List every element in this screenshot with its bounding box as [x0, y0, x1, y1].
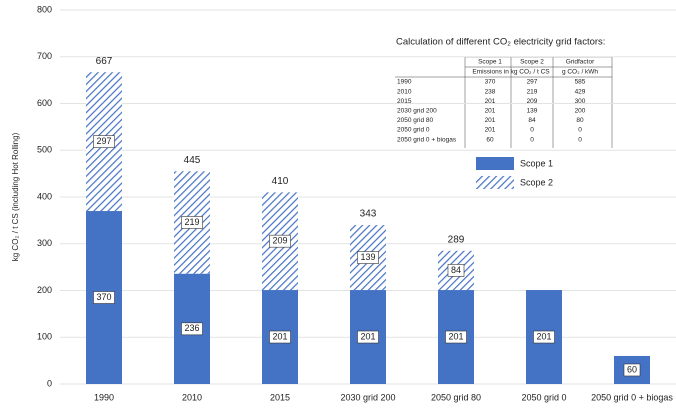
- table-title: Calculation of different CO₂ electricity…: [396, 37, 605, 48]
- value-label-box: [357, 330, 379, 344]
- value-label: 370: [96, 292, 111, 302]
- table-cell: 60: [486, 136, 494, 143]
- total-label: 410: [272, 176, 289, 187]
- inset-table: Calculation of different CO₂ electricity…: [395, 37, 613, 148]
- value-label: 297: [96, 136, 111, 146]
- table-cell: 0: [530, 136, 534, 143]
- total-label: 289: [448, 234, 465, 245]
- table-unit: Emissions in kg CO₂ / t CS: [472, 69, 550, 76]
- table-cell: 297: [527, 79, 538, 86]
- table-cell: 201: [485, 108, 496, 115]
- x-tick-label: 2010: [182, 392, 202, 402]
- table-cell: 0: [578, 136, 582, 143]
- y-tick-label: 400: [37, 191, 52, 201]
- value-label: 139: [360, 252, 375, 262]
- table-cell: 2050 grid 0: [397, 127, 430, 134]
- legend-swatch: [476, 157, 514, 170]
- value-label-box: [269, 234, 291, 248]
- table-cell: 84: [528, 117, 536, 124]
- total-label: 445: [184, 155, 201, 166]
- y-tick-label: 700: [37, 51, 52, 61]
- y-tick-label: 300: [37, 238, 52, 248]
- table-cell: 238: [485, 88, 496, 95]
- table-cell: 0: [578, 127, 582, 134]
- value-label-box: [93, 135, 115, 148]
- table-unit: g CO₂ / kWh: [562, 69, 598, 76]
- value-label-box: [447, 264, 465, 277]
- value-label: 201: [536, 331, 551, 341]
- table-cell: 201: [485, 98, 496, 105]
- table-cell: 2030 grid 200: [397, 108, 437, 115]
- table-cell: 2015: [397, 98, 412, 105]
- table-cell: 2050 grid 0 + biogas: [397, 136, 457, 143]
- value-label-box: [181, 216, 203, 229]
- y-axis-label: kg CO₂ / t CS (including Hot Rolling): [11, 132, 20, 261]
- y-tick-label: 200: [37, 285, 52, 295]
- legend-swatch: [476, 176, 514, 189]
- table-cell: 300: [575, 98, 586, 105]
- table-cell: 201: [485, 127, 496, 134]
- value-label-box: [93, 291, 115, 304]
- y-tick-label: 800: [37, 4, 52, 14]
- table-cell: 219: [527, 88, 538, 95]
- table-cell: 0: [530, 127, 534, 134]
- table-cell: 209: [527, 98, 538, 105]
- table-cell: 429: [575, 88, 586, 95]
- table-cell: 2010: [397, 88, 412, 95]
- value-label: 201: [448, 331, 463, 341]
- value-label: 201: [360, 331, 375, 341]
- total-label: 667: [96, 56, 113, 67]
- table-header: Scope 2: [520, 59, 544, 66]
- table-cell: 201: [485, 117, 496, 124]
- value-label-box: [623, 363, 641, 377]
- y-tick-label: 100: [37, 332, 52, 342]
- x-tick-label: 2050 grid 80: [431, 392, 481, 402]
- table-cell: 80: [576, 117, 584, 124]
- y-tick-label: 600: [37, 98, 52, 108]
- value-label-box: [269, 330, 291, 344]
- table-cell: 200: [575, 108, 586, 115]
- table-header: Gridfactor: [566, 59, 595, 66]
- value-label: 219: [184, 217, 199, 227]
- legend-label: Scope 1: [520, 158, 553, 168]
- x-tick-label: 2015: [270, 392, 290, 402]
- table-header: Scope 1: [478, 59, 502, 66]
- table-cell: 1990: [397, 79, 412, 86]
- x-tick-label: 2050 grid 0 + biogas: [591, 392, 673, 402]
- y-tick-label: 500: [37, 145, 52, 155]
- value-label-box: [357, 251, 379, 264]
- x-tick-label: 2030 grid 200: [340, 392, 395, 402]
- value-label: 201: [272, 331, 287, 341]
- table-cell: 585: [575, 79, 586, 86]
- value-label: 60: [627, 364, 637, 374]
- table-cell: 370: [485, 79, 496, 86]
- value-label-box: [181, 322, 203, 336]
- y-tick-label: 0: [47, 378, 52, 388]
- table-cell: 2050 grid 80: [397, 117, 434, 124]
- x-tick-label: 1990: [94, 392, 114, 402]
- value-label-box: [445, 330, 467, 344]
- total-label: 343: [360, 209, 377, 220]
- table-cell: 139: [527, 108, 538, 115]
- value-label-box: [533, 330, 555, 344]
- x-tick-label: 2050 grid 0: [521, 392, 566, 402]
- legend-label: Scope 2: [520, 177, 553, 187]
- value-label: 236: [184, 323, 199, 333]
- value-label: 209: [272, 236, 287, 246]
- value-label: 84: [451, 265, 461, 275]
